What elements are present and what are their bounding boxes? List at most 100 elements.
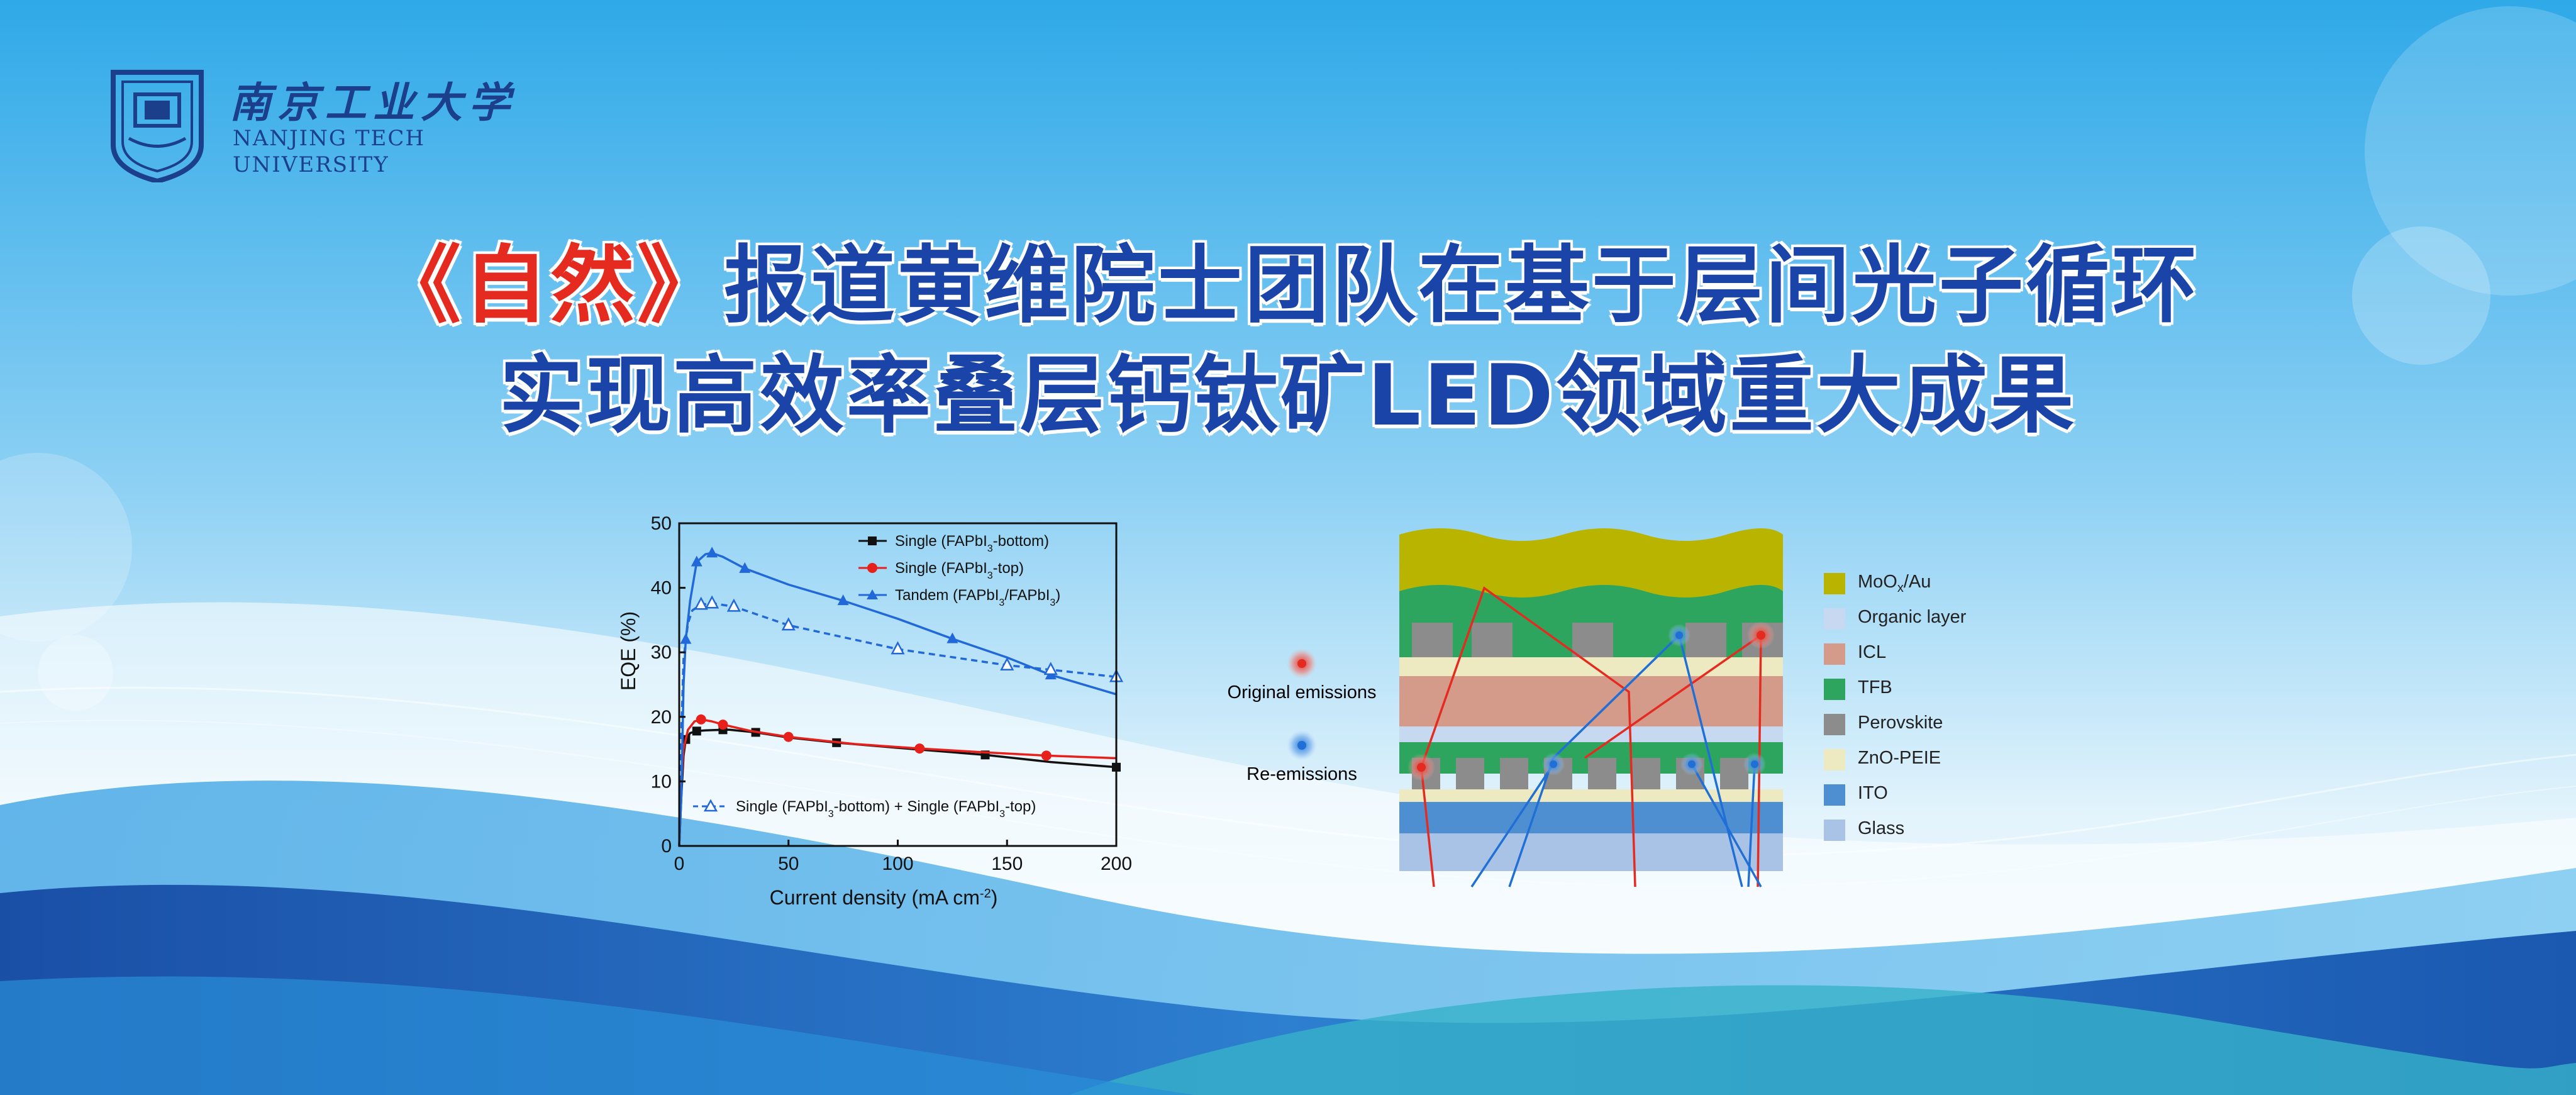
data-point [726, 598, 741, 612]
blue-emission-core [1550, 760, 1557, 768]
x-axis-label-exponent: -2 [980, 887, 991, 901]
legend-label-sum: Single (FAPbI3-bottom) + Single (FAPbI3-… [736, 798, 1036, 820]
layer-legend-item: ITO [1824, 777, 2031, 813]
emission-legend: Original emissions Re-emissions [1228, 648, 1377, 784]
chart-legend-sum: Single (FAPbI3-bottom) + Single (FAPbI3-… [693, 798, 1036, 820]
red-light-path [1584, 634, 1762, 759]
chart-legend: Single (FAPbI3-bottom) Single (FAPbI3-to… [858, 533, 1060, 608]
y-tick-label: 50 [651, 513, 672, 534]
layer-legend-item: Organic layer [1824, 601, 2031, 636]
y-tick-label: 0 [661, 836, 672, 857]
device-stack-diagram: Original emissions Re-emissions [1228, 528, 1783, 887]
layer-swatch [1824, 643, 1845, 665]
layer-label: ITO [1858, 783, 1888, 804]
data-point [692, 726, 701, 736]
eqe-chart: 0 50 100 150 200 0 10 20 30 40 50 EQE (%) Current … [617, 513, 1132, 909]
data-point [706, 547, 718, 558]
x-tick-label: 150 [991, 853, 1023, 874]
layer-swatch [1824, 749, 1845, 770]
perovskite-grain [1456, 758, 1484, 789]
data-point [739, 562, 751, 573]
re-emissions-label: Re-emissions [1246, 764, 1357, 784]
university-name-en-line1: NANJING TECH [233, 126, 425, 151]
series-line [678, 718, 1117, 847]
layer-mooxau [1399, 528, 1783, 598]
y-axis-label: EQE (%) [617, 611, 640, 691]
perovskite-grain [1412, 623, 1453, 657]
layer-label: Perovskite [1858, 713, 1943, 733]
university-seal-icon [111, 70, 204, 182]
layer-label: TFB [1858, 677, 1892, 698]
red-emission-core [1757, 631, 1765, 640]
layer-legend-item: ICL [1824, 636, 2031, 672]
emission-points [1407, 621, 1775, 781]
layer-swatch [1824, 679, 1845, 700]
x-axis-label: Current density (mA cm-2) [770, 886, 998, 909]
x-tick-label: 200 [1101, 853, 1132, 874]
layer-legend-item: Glass [1824, 813, 2031, 848]
x-axis-label-main: Current density (mA cm [770, 886, 980, 909]
layer-stack [1399, 528, 1783, 871]
layer-legend-item: MoOx/Au [1824, 566, 2031, 601]
data-point [914, 743, 925, 754]
headline-line-1: 《自然》报道黄维院士团队在基于层间光子循环 [0, 217, 2576, 339]
series-line [678, 552, 1117, 847]
layer-legend-item: TFB [1824, 672, 2031, 707]
perovskite-grain [1588, 758, 1616, 789]
legend-marker-bottom [868, 536, 877, 545]
layer-swatch [1824, 714, 1845, 735]
x-tick-label: 0 [674, 853, 685, 874]
legend-label-tandem: Tandem (FAPbI3/FAPbI3) [895, 587, 1060, 608]
x-axis-label-end: ) [991, 886, 998, 909]
legend-marker-sum [703, 799, 718, 812]
layer-legend-item: Perovskite [1824, 707, 2031, 742]
university-logo: 南京工业大学 NANJING TECH UNIVERSITY [110, 69, 510, 182]
layer-label: ICL [1858, 642, 1887, 663]
light-paths [1420, 586, 1762, 887]
layer-swatch [1824, 784, 1845, 806]
layer-tfb-top-wave [1399, 585, 1783, 620]
perovskite-grain [1472, 623, 1513, 657]
y-tick-label: 30 [651, 642, 672, 663]
layer-legend-item: ZnO-PEIE [1824, 742, 2031, 777]
data-point [691, 555, 702, 567]
journal-name: 《自然》 [376, 236, 724, 335]
perovskite-grain [1500, 758, 1528, 789]
layer-icl [1399, 676, 1783, 726]
blue-light-path [1678, 635, 1743, 887]
blue-emission-core [1688, 760, 1696, 768]
layer-label: ZnO-PEIE [1858, 748, 1941, 769]
legend-label-bottom: Single (FAPbI3-bottom) [895, 533, 1049, 554]
x-tick-label: 50 [778, 853, 799, 874]
re-emission-core [1297, 741, 1306, 750]
y-tick-label: 40 [651, 578, 672, 599]
layer-swatch [1824, 608, 1845, 630]
red-light-path [1420, 767, 1435, 887]
headline-line-2: 实现高效率叠层钙钛矿LED领域重大成果 [499, 347, 2077, 445]
data-point [696, 714, 706, 725]
university-name-cn: 南京工业大学 [230, 78, 516, 127]
data-point [947, 632, 958, 643]
y-tick-label: 20 [651, 707, 672, 728]
perovskite-grain [1632, 758, 1660, 789]
layer-organic [1399, 726, 1783, 742]
layer-label: MoOx/Au [1858, 572, 1931, 595]
layer-ito [1399, 802, 1783, 833]
data-point [694, 596, 708, 610]
layer-glass [1399, 833, 1783, 871]
blue-light-path [1470, 764, 1555, 887]
y-tick-label: 10 [651, 771, 672, 792]
chart-axes: 0 50 100 150 200 0 10 20 30 40 50 [651, 513, 1132, 874]
perovskite-grain [1685, 623, 1726, 657]
legend-marker-top [867, 563, 877, 573]
perovskite-grain [1572, 623, 1613, 657]
layer-znopeie-lower [1399, 789, 1783, 802]
original-emissions-label: Original emissions [1228, 682, 1377, 703]
data-point [781, 617, 796, 631]
data-point [705, 595, 719, 609]
layer-label: Glass [1858, 818, 1905, 839]
x-tick-label: 100 [882, 853, 913, 874]
red-light-path [1420, 586, 1636, 887]
